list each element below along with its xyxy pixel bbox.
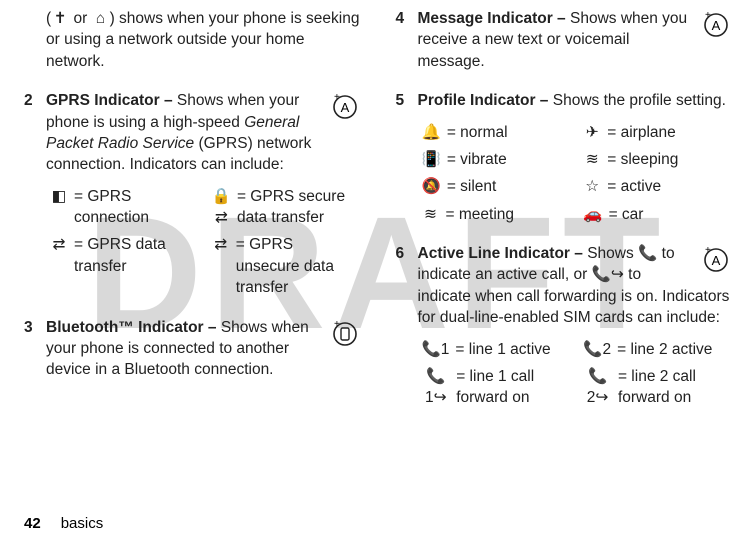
profile-sleeping-icon: ≋	[583, 149, 601, 170]
line1-active-icon: 📞1	[422, 339, 450, 360]
entry-number: 4	[396, 8, 418, 72]
svg-text:+: +	[705, 10, 711, 21]
line2-active-icon: 📞2	[583, 339, 611, 360]
message-a-icon: A+	[701, 10, 731, 40]
entry-title: Message Indicator –	[418, 10, 570, 27]
cell-label: = GPRS connection	[74, 186, 194, 229]
entry-active-line: 6 A+ Active Line Indicator – Shows 📞 to …	[396, 243, 732, 409]
line1-fwd-icon: 📞1↪	[422, 366, 451, 409]
cell-label: = active	[607, 176, 661, 197]
svg-text:A: A	[340, 100, 349, 115]
cell-label: = vibrate	[447, 149, 507, 170]
table-row: 🔕 = silent	[422, 176, 566, 197]
table-row: 📞1↪ = line 1 call forward on	[422, 366, 566, 409]
text: Shows the profile setting.	[553, 92, 726, 109]
entry-number: 3	[24, 317, 46, 381]
profile-silent-icon: 🔕	[422, 176, 441, 197]
cell-label: = line 2 call forward on	[618, 366, 727, 409]
text: or	[69, 10, 91, 27]
profile-active-icon: ☆	[583, 176, 601, 197]
cell-label: = GPRS secure data transfer	[237, 186, 356, 229]
table-row: 🔔 = normal	[422, 122, 566, 143]
cell-label: = GPRS unsecure data transfer	[236, 234, 356, 298]
profile-table: 🔔 = normal ✈ = airplane 📳 = vibrate ≋ = …	[422, 122, 728, 226]
page-number: 42	[24, 515, 41, 532]
table-row: ⇄ = GPRS unsecure data transfer	[212, 234, 356, 298]
gprs-unsecure-icon: ⇄	[212, 234, 230, 255]
cell-label: = airplane	[607, 122, 676, 143]
profile-vibrate-icon: 📳	[422, 149, 441, 170]
table-row: 📞2↪ = line 2 call forward on	[583, 366, 727, 409]
entry-number: 6	[396, 243, 418, 409]
entry-title: Active Line Indicator –	[418, 245, 588, 262]
table-row: ✈ = airplane	[583, 122, 727, 143]
table-row: ◧ = GPRS connection	[50, 186, 194, 229]
entry-roaming-tail: (✝ or ⌂) shows when your phone is seekin…	[24, 8, 360, 72]
entry-profile: 5 Profile Indicator – Shows the profile …	[396, 90, 732, 225]
profile-airplane-icon: ✈	[583, 122, 601, 143]
section-name: basics	[61, 515, 104, 532]
page-footer: 42 basics	[24, 515, 103, 532]
cell-label: = line 1 call forward on	[456, 366, 565, 409]
gprs-secure-icon: 🔒⇄	[212, 186, 231, 229]
table-row: 📞1 = line 1 active	[422, 339, 566, 360]
table-row: 📳 = vibrate	[422, 149, 566, 170]
entry-bluetooth: 3 + Bluetooth™ Indicator – Shows when yo…	[24, 317, 360, 381]
gprs-table: ◧ = GPRS connection 🔒⇄ = GPRS secure dat…	[50, 186, 356, 299]
svg-text:+: +	[334, 319, 340, 330]
gprs-data-icon: ⇄	[50, 234, 68, 255]
cell-label: = silent	[447, 176, 497, 197]
entry-number: 2	[24, 90, 46, 298]
svg-text:+: +	[334, 92, 340, 103]
gprs-a-icon: A+	[330, 92, 360, 122]
table-row: ≋ = meeting	[422, 204, 566, 225]
entry-title: Bluetooth™ Indicator –	[46, 319, 221, 336]
table-row: ⇄ = GPRS data transfer	[50, 234, 194, 298]
entry-number: 5	[396, 90, 418, 225]
profile-car-icon: 🚗	[583, 204, 602, 225]
entry-title: GPRS Indicator –	[46, 92, 177, 109]
table-row: 🚗 = car	[583, 204, 727, 225]
bluetooth-icon: +	[330, 319, 360, 349]
antenna-icon: ✝	[51, 8, 69, 29]
profile-meeting-icon: ≋	[422, 204, 440, 225]
cell-label: = GPRS data transfer	[74, 234, 194, 277]
table-row: 🔒⇄ = GPRS secure data transfer	[212, 186, 356, 229]
cell-label: = car	[609, 204, 644, 225]
cell-label: = line 2 active	[617, 339, 712, 360]
svg-text:A: A	[712, 253, 721, 268]
table-row: ☆ = active	[583, 176, 727, 197]
house-signal-icon: ⌂	[92, 8, 110, 29]
cell-label: = sleeping	[607, 149, 678, 170]
cell-label: = meeting	[446, 204, 515, 225]
left-column: (✝ or ⌂) shows when your phone is seekin…	[24, 8, 360, 427]
cell-label: = normal	[447, 122, 508, 143]
svg-text:A: A	[712, 18, 721, 33]
profile-normal-icon: 🔔	[422, 122, 441, 143]
svg-text:+: +	[705, 245, 711, 256]
line2-fwd-icon: 📞2↪	[583, 366, 612, 409]
handset-icon: 📞	[638, 243, 657, 264]
entry-gprs: 2 A+ GPRS Indicator – Shows when your ph…	[24, 90, 360, 298]
handset-fwd-icon: 📞↪	[592, 264, 624, 285]
cell-label: = line 1 active	[455, 339, 550, 360]
entry-message: 4 A+ Message Indicator – Shows when you …	[396, 8, 732, 72]
entry-title: Profile Indicator –	[418, 92, 553, 109]
text: Shows	[587, 245, 638, 262]
active-line-a-icon: A+	[701, 245, 731, 275]
right-column: 4 A+ Message Indicator – Shows when you …	[396, 8, 732, 427]
active-line-table: 📞1 = line 1 active 📞2 = line 2 active 📞1…	[422, 339, 728, 409]
table-row: ≋ = sleeping	[583, 149, 727, 170]
gprs-conn-icon: ◧	[50, 186, 68, 207]
table-row: 📞2 = line 2 active	[583, 339, 727, 360]
